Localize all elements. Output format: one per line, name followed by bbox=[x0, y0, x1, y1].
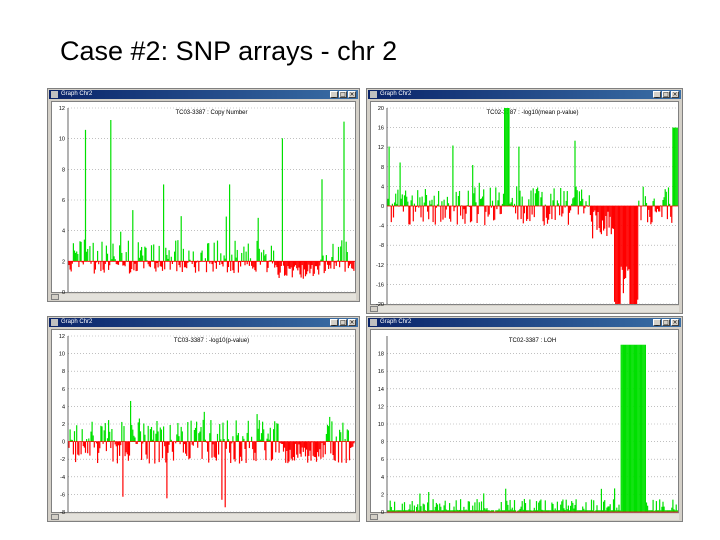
y-tick-label: 18 bbox=[378, 352, 384, 358]
close-button[interactable]: × bbox=[348, 319, 356, 326]
close-button[interactable]: × bbox=[671, 91, 679, 98]
y-tick-label: 0 bbox=[62, 440, 65, 446]
maximize-button[interactable]: □ bbox=[662, 91, 670, 98]
genome-plot: 12 10 8 6 4 2 0 TC03-3387 : Copy Number bbox=[59, 106, 355, 296]
y-tick-label: 8 bbox=[381, 165, 384, 171]
y-tick-label: 10 bbox=[59, 137, 65, 143]
y-tick-label: 4 bbox=[62, 404, 65, 410]
y-tick-label: 6 bbox=[62, 387, 65, 393]
graph-app-icon bbox=[51, 91, 58, 98]
y-tick-label: 10 bbox=[59, 352, 65, 358]
y-tick-label: -2 bbox=[60, 457, 65, 463]
genome-plot: 12 10 8 6 4 2 0 -2 -4 -6 -8 TC03-3387 : -log10(p-va… bbox=[59, 334, 355, 516]
maximize-button[interactable]: □ bbox=[339, 91, 347, 98]
close-button[interactable]: × bbox=[671, 319, 679, 326]
y-tick-label: -12 bbox=[376, 263, 384, 269]
y-tick-label: 12 bbox=[59, 334, 65, 340]
y-tick-label: 2 bbox=[62, 259, 65, 265]
graph-window-mean-pvalue: Graph Chr2 _ □ × 20 16 12 8 4 0 -4 -8 -12 -16 -20 TC02-… bbox=[366, 88, 683, 314]
graph-app-icon bbox=[51, 319, 58, 326]
y-tick-label: 4 bbox=[381, 184, 384, 190]
signal-bars bbox=[68, 400, 355, 508]
y-tick-label: 8 bbox=[381, 440, 384, 446]
minimize-button[interactable]: _ bbox=[653, 319, 661, 326]
graph-app-icon bbox=[370, 319, 377, 326]
window-titlebar[interactable]: Graph Chr2 _ □ × bbox=[49, 90, 358, 99]
maximize-button[interactable]: □ bbox=[339, 319, 347, 326]
scrollbar-thumb[interactable] bbox=[370, 514, 378, 520]
maximize-button[interactable]: □ bbox=[662, 319, 670, 326]
window-titlebar[interactable]: Graph Chr2 _ □ × bbox=[49, 318, 358, 327]
y-tick-label: 20 bbox=[378, 106, 384, 112]
plot-area: 18 16 14 12 10 8 6 4 2 0 TC02-3387 : LOH bbox=[370, 329, 679, 516]
window-titlebar[interactable]: Graph Chr2 _ □ × bbox=[368, 318, 681, 327]
horizontal-scrollbar[interactable] bbox=[370, 306, 679, 312]
scrollbar-thumb[interactable] bbox=[51, 294, 59, 300]
y-tick-label: 12 bbox=[378, 404, 384, 410]
y-tick-label: 4 bbox=[62, 229, 65, 235]
plot-title: TC02-3387 : LOH bbox=[509, 338, 556, 344]
y-tick-label: 14 bbox=[378, 387, 384, 393]
window-title: Graph Chr2 bbox=[380, 319, 412, 325]
genome-plot: 18 16 14 12 10 8 6 4 2 0 TC02-3387 : LOH bbox=[378, 336, 678, 516]
signal-bars bbox=[68, 119, 355, 279]
y-tick-label: 4 bbox=[381, 475, 384, 481]
y-tick-label: 0 bbox=[62, 290, 65, 296]
close-button[interactable]: × bbox=[348, 91, 356, 98]
y-tick-label: -4 bbox=[60, 475, 65, 481]
horizontal-scrollbar[interactable] bbox=[51, 514, 356, 520]
y-tick-label: 2 bbox=[381, 492, 384, 498]
y-tick-label: 10 bbox=[378, 422, 384, 428]
window-title: Graph Chr2 bbox=[380, 91, 412, 97]
y-tick-label: -20 bbox=[376, 302, 384, 308]
signal-bars bbox=[387, 108, 678, 304]
graph-window-pvalue: Graph Chr2 _ □ × 12 10 8 6 4 2 0 -2 -4 -6 -8 TC03-3387 … bbox=[47, 316, 360, 522]
genome-plot: 20 16 12 8 4 0 -4 -8 -12 -16 -20 TC02-3387 : -log10… bbox=[376, 106, 678, 308]
minimize-button[interactable]: _ bbox=[330, 319, 338, 326]
y-tick-label: 0 bbox=[381, 510, 384, 516]
plot-area: 12 10 8 6 4 2 0 TC03-3387 : Copy Number bbox=[51, 101, 356, 296]
plot-title: TC03-3387 : Copy Number bbox=[175, 110, 247, 116]
y-tick-label: -8 bbox=[60, 510, 65, 516]
slide-title: Case #2: SNP arrays - chr 2 bbox=[60, 36, 398, 66]
y-tick-label: 8 bbox=[62, 369, 65, 375]
graph-window-copy-number: Graph Chr2 _ □ × 12 10 8 6 4 2 0 TC03-3387 : Copy N… bbox=[47, 88, 360, 302]
plot-title: TC02-3387 : -log10(mean p-value) bbox=[486, 110, 578, 116]
graph-app-icon bbox=[370, 91, 377, 98]
plot-area: 12 10 8 6 4 2 0 -2 -4 -6 -8 TC03-3387 : -log10(p-va… bbox=[51, 329, 356, 516]
minimize-button[interactable]: _ bbox=[653, 91, 661, 98]
y-tick-label: 12 bbox=[378, 145, 384, 151]
graph-window-loh: Graph Chr2 _ □ × 18 16 14 12 10 8 6 4 2 0 TC02-3387 : … bbox=[366, 316, 683, 522]
y-tick-label: 12 bbox=[59, 106, 65, 112]
signal-bars bbox=[387, 344, 678, 512]
window-title: Graph Chr2 bbox=[61, 319, 93, 325]
y-tick-label: 6 bbox=[62, 198, 65, 204]
y-tick-label: 16 bbox=[378, 126, 384, 132]
y-tick-label: 16 bbox=[378, 369, 384, 375]
y-tick-label: -4 bbox=[379, 224, 384, 230]
scrollbar-thumb[interactable] bbox=[370, 306, 378, 312]
y-tick-label: 6 bbox=[381, 457, 384, 463]
plot-title: TC03-3387 : -log10(p-value) bbox=[174, 338, 249, 344]
y-tick-label: 8 bbox=[62, 167, 65, 173]
y-tick-label: -16 bbox=[376, 282, 384, 288]
y-tick-label: 2 bbox=[62, 422, 65, 428]
horizontal-scrollbar[interactable] bbox=[370, 514, 679, 520]
y-tick-label: 0 bbox=[381, 204, 384, 210]
scrollbar-thumb[interactable] bbox=[51, 514, 59, 520]
minimize-button[interactable]: _ bbox=[330, 91, 338, 98]
y-tick-label: -6 bbox=[60, 492, 65, 498]
y-tick-label: -8 bbox=[379, 243, 384, 249]
window-titlebar[interactable]: Graph Chr2 _ □ × bbox=[368, 90, 681, 99]
horizontal-scrollbar[interactable] bbox=[51, 294, 356, 300]
plot-area: 20 16 12 8 4 0 -4 -8 -12 -16 -20 TC02-3387 : -log10… bbox=[370, 101, 679, 308]
window-title: Graph Chr2 bbox=[61, 91, 93, 97]
